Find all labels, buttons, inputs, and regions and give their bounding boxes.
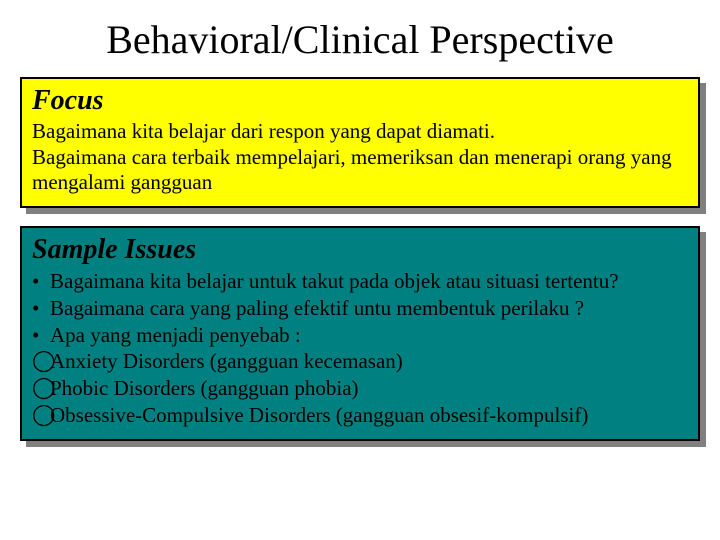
list-item: • Bagaimana cara yang paling efektif unt… (32, 295, 688, 322)
focus-body: Bagaimana kita belajar dari respon yang … (32, 119, 688, 196)
list-item-text: Anxiety Disorders (gangguan kecemasan) (50, 348, 403, 375)
list-item-text: Obsessive-Compulsive Disorders (gangguan… (50, 402, 588, 429)
list-item-text: Bagaimana cara yang paling efektif untu … (50, 295, 584, 322)
list-item-text: Bagaimana kita belajar untuk takut pada … (50, 268, 619, 295)
issues-box: Sample Issues • Bagaimana kita belajar u… (20, 226, 700, 441)
bullet-dot-icon: • (32, 268, 50, 295)
list-item: ◯ Anxiety Disorders (gangguan kecemasan) (32, 348, 688, 375)
bullet-dot-icon: • (32, 295, 50, 322)
list-item-text: Apa yang menjadi penyebab : (50, 322, 301, 349)
list-item-text: Phobic Disorders (gangguan phobia) (50, 375, 359, 402)
focus-line: Bagaimana cara terbaik mempelajari, meme… (32, 145, 688, 196)
focus-heading: Focus (32, 85, 688, 117)
issues-heading: Sample Issues (32, 234, 688, 266)
issues-list: • Bagaimana kita belajar untuk takut pad… (32, 268, 688, 429)
issues-box-wrap: Sample Issues • Bagaimana kita belajar u… (20, 226, 700, 441)
list-item: ◯ Phobic Disorders (gangguan phobia) (32, 375, 688, 402)
list-item: ◯ Obsessive-Compulsive Disorders (ganggu… (32, 402, 688, 429)
focus-box-wrap: Focus Bagaimana kita belajar dari respon… (20, 77, 700, 208)
bullet-circle-icon: ◯ (32, 375, 50, 402)
slide-title: Behavioral/Clinical Perspective (20, 16, 700, 63)
bullet-circle-icon: ◯ (32, 348, 50, 375)
focus-line: Bagaimana kita belajar dari respon yang … (32, 119, 688, 145)
bullet-dot-icon: • (32, 322, 50, 349)
list-item: • Bagaimana kita belajar untuk takut pad… (32, 268, 688, 295)
focus-box: Focus Bagaimana kita belajar dari respon… (20, 77, 700, 208)
slide-container: Behavioral/Clinical Perspective Focus Ba… (0, 0, 720, 479)
bullet-circle-icon: ◯ (32, 402, 50, 429)
list-item: • Apa yang menjadi penyebab : (32, 322, 688, 349)
